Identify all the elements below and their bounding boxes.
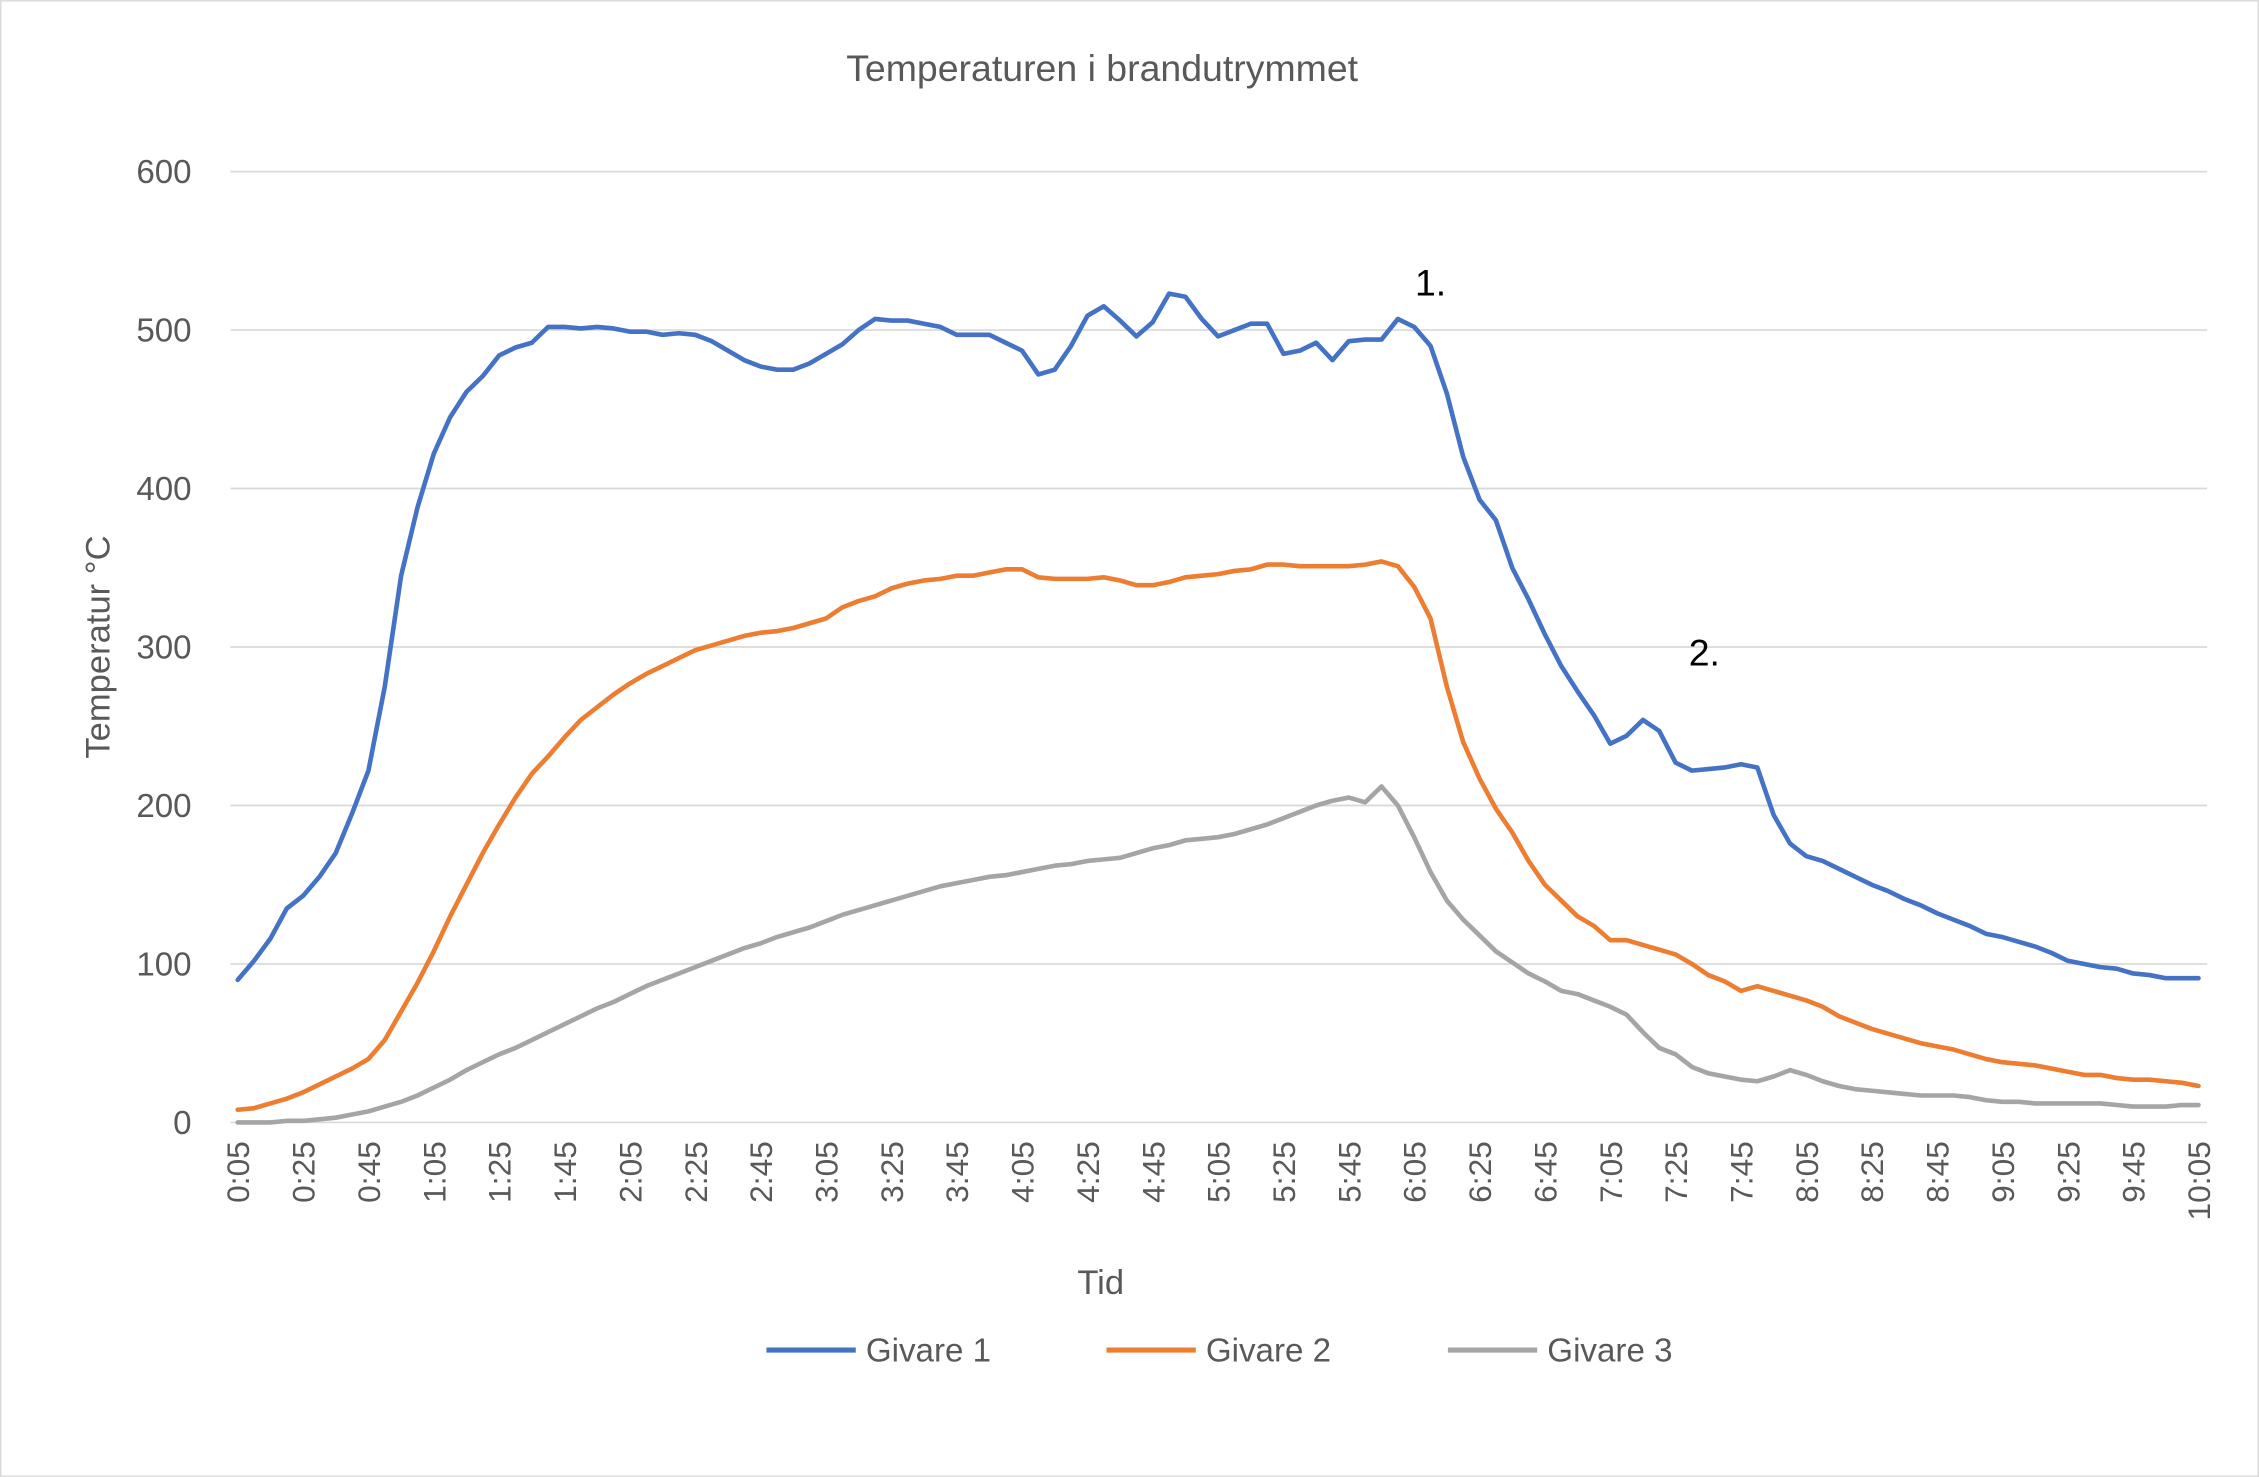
- x-tick-label: 6:05: [1397, 1141, 1433, 1203]
- series-line: [235, 559, 2201, 1113]
- x-tick-label: 6:25: [1462, 1141, 1498, 1203]
- y-axis-title: Temperatur °C: [79, 535, 117, 758]
- x-tick-label: 2:25: [678, 1141, 714, 1203]
- x-tick-label: 8:45: [1920, 1141, 1956, 1203]
- y-tick-label: 600: [136, 154, 191, 191]
- x-tick-label: 1:45: [547, 1141, 583, 1203]
- y-tick-label: 0: [173, 1105, 191, 1142]
- y-tick-label: 400: [136, 471, 191, 508]
- x-tick-label: 10:05: [2181, 1141, 2217, 1220]
- x-tick-label: 0:05: [220, 1141, 256, 1203]
- x-tick-label: 9:05: [1985, 1141, 2021, 1203]
- x-tick-label: 0:25: [286, 1141, 322, 1203]
- x-tick-label: 8:25: [1854, 1141, 1890, 1203]
- chart-title: Temperaturen i brandutrymmet: [846, 47, 1358, 89]
- x-tick-label: 5:45: [1331, 1141, 1367, 1203]
- x-tick-label: 0:45: [351, 1141, 387, 1203]
- x-tick-label: 5:25: [1266, 1141, 1302, 1203]
- x-tick-label: 4:25: [1070, 1141, 1106, 1203]
- x-tick-label: 7:25: [1658, 1141, 1694, 1203]
- annotation: 1.: [1415, 261, 1446, 303]
- x-tick-label: 1:25: [482, 1141, 518, 1203]
- x-tick-label: 4:45: [1135, 1141, 1171, 1203]
- series-line: [235, 784, 2201, 1125]
- x-tick-label: 7:45: [1724, 1141, 1760, 1203]
- x-tick-label: 3:45: [939, 1141, 975, 1203]
- x-tick-label: 2:45: [743, 1141, 779, 1203]
- series-line: [235, 291, 2201, 983]
- x-tick-label: 9:25: [2050, 1141, 2086, 1203]
- y-tick-label: 200: [136, 788, 191, 825]
- annotation: 2.: [1689, 632, 1720, 674]
- x-tick-label: 4:05: [1005, 1141, 1041, 1203]
- x-axis-title: Tid: [1077, 1264, 1124, 1302]
- y-tick-label: 300: [136, 630, 191, 667]
- x-tick-label: 5:05: [1201, 1141, 1237, 1203]
- x-tick-label: 9:45: [2116, 1141, 2152, 1203]
- x-tick-label: 6:45: [1527, 1141, 1563, 1203]
- y-tick-label: 500: [136, 313, 191, 350]
- x-tick-label: 2:05: [612, 1141, 648, 1203]
- x-tick-label: 7:05: [1593, 1141, 1629, 1203]
- x-tick-label: 8:05: [1789, 1141, 1825, 1203]
- legend-label: Givare 1: [866, 1333, 991, 1370]
- x-tick-label: 3:25: [874, 1141, 910, 1203]
- legend-label: Givare 3: [1547, 1333, 1672, 1370]
- y-tick-label: 100: [136, 946, 191, 983]
- legend-label: Givare 2: [1206, 1333, 1331, 1370]
- x-tick-label: 3:05: [808, 1141, 844, 1203]
- x-tick-label: 1:05: [416, 1141, 452, 1203]
